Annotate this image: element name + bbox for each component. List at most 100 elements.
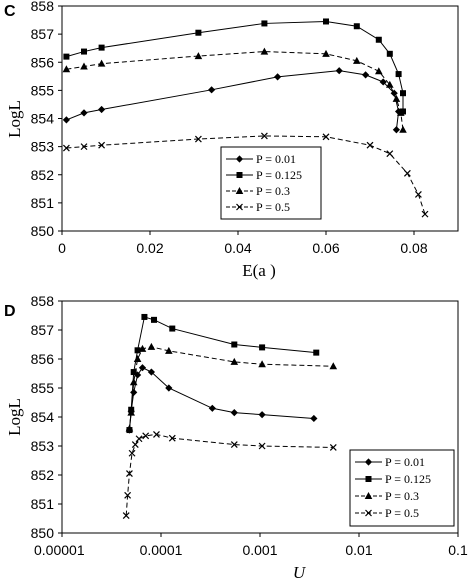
x-stroke bbox=[131, 441, 139, 448]
data-point-square bbox=[195, 29, 202, 36]
data-point-diamond bbox=[62, 116, 70, 124]
x-tick-label: 0.01 bbox=[345, 542, 372, 558]
series-line bbox=[125, 433, 334, 516]
series-p-0-5 bbox=[62, 132, 429, 218]
x-stroke bbox=[386, 150, 394, 158]
x-tick-label: 0.06 bbox=[312, 240, 339, 256]
data-point-x bbox=[421, 210, 429, 218]
data-point-x bbox=[168, 434, 176, 442]
data-point-triangle bbox=[194, 52, 203, 60]
data-point-diamond bbox=[80, 109, 88, 117]
x-stroke bbox=[126, 470, 133, 477]
data-point-x bbox=[230, 441, 238, 448]
x-stroke bbox=[168, 434, 176, 442]
x-tick-label: 0.0001 bbox=[140, 542, 183, 558]
data-point-x bbox=[258, 442, 266, 450]
x-tick-label: 0.1 bbox=[448, 542, 468, 558]
series-line bbox=[128, 316, 317, 431]
legend-label: P = 0.01 bbox=[256, 152, 296, 166]
data-point-x bbox=[98, 141, 106, 149]
y-tick-label: 856 bbox=[31, 54, 55, 70]
data-point-triangle bbox=[397, 108, 405, 116]
x-stroke bbox=[258, 442, 266, 450]
data-point-square bbox=[141, 313, 148, 320]
data-point-diamond bbox=[230, 409, 238, 417]
data-point-diamond bbox=[310, 414, 318, 423]
y-tick-label: 850 bbox=[31, 223, 55, 239]
data-point-x bbox=[322, 133, 330, 141]
data-point-square bbox=[375, 36, 382, 43]
legend-entry: P = 0.5 bbox=[226, 200, 290, 214]
data-point-x bbox=[414, 191, 422, 198]
data-point-square bbox=[395, 71, 402, 78]
data-point-triangle bbox=[375, 67, 383, 75]
series-p-0-01 bbox=[125, 364, 318, 434]
data-point-x bbox=[386, 150, 394, 158]
data-point-square bbox=[130, 369, 137, 376]
x-stroke bbox=[230, 441, 238, 448]
data-point-diamond bbox=[235, 155, 244, 163]
legend-entry: P = 0.3 bbox=[226, 184, 290, 198]
data-point-square bbox=[365, 476, 372, 482]
data-point-square bbox=[81, 48, 87, 55]
data-point-x bbox=[365, 509, 372, 517]
legend-entry: P = 0.5 bbox=[355, 506, 419, 520]
series-p-0-125 bbox=[126, 313, 320, 434]
data-point-square bbox=[353, 23, 360, 30]
x-tick-label: 0.02 bbox=[136, 240, 163, 256]
legend-label: P = 0.125 bbox=[385, 472, 431, 486]
x-tick-label: 0.08 bbox=[400, 240, 427, 256]
data-point-diamond bbox=[362, 71, 370, 79]
data-point-square bbox=[63, 53, 70, 60]
legend-label: P = 0.125 bbox=[256, 168, 302, 182]
data-point-x bbox=[329, 444, 337, 451]
chart-panel-d: D 850 851 852 853 854 855 856 857 858 0.00001 0.000… bbox=[4, 293, 468, 582]
data-point-triangle bbox=[392, 94, 401, 102]
x-stroke bbox=[403, 169, 411, 177]
data-point-square bbox=[134, 347, 141, 354]
y-tick-label: 857 bbox=[31, 322, 55, 338]
series-line bbox=[66, 70, 400, 130]
data-point-square bbox=[261, 20, 268, 27]
y-axis-title: LogL bbox=[5, 100, 24, 138]
data-point-triangle bbox=[97, 59, 106, 67]
x-stroke bbox=[194, 135, 202, 143]
data-point-triangle bbox=[133, 355, 142, 362]
x-tick-label: 0.001 bbox=[242, 542, 277, 558]
chart-panel-c: C 850 851 852 853 854 855 856 857 858 0 0.02 0.04 0.0… bbox=[4, 0, 459, 280]
data-point-diamond bbox=[147, 368, 156, 376]
data-point-diamond bbox=[274, 73, 282, 81]
data-point-diamond bbox=[133, 371, 142, 379]
data-point-triangle bbox=[386, 80, 394, 88]
x-axis-title: E(a ) bbox=[242, 261, 276, 280]
data-point-x bbox=[153, 430, 160, 438]
x-tick-label: 0.04 bbox=[224, 240, 251, 256]
series-p-0-01 bbox=[62, 67, 403, 134]
data-point-x bbox=[62, 144, 70, 152]
data-point-diamond bbox=[258, 411, 266, 419]
x-stroke bbox=[80, 143, 88, 151]
x-axis-title: U bbox=[293, 563, 307, 582]
data-point-triangle bbox=[138, 344, 147, 352]
legend: P = 0.01 P = 0.125 P = 0.3 P = 0.5 bbox=[220, 146, 322, 220]
data-point-square bbox=[313, 349, 320, 356]
legend-entry: P = 0.01 bbox=[226, 152, 296, 166]
y-tick-label: 853 bbox=[31, 438, 55, 454]
data-point-diamond bbox=[165, 384, 173, 392]
data-point-x bbox=[80, 143, 88, 151]
x-stroke bbox=[62, 144, 70, 152]
x-stroke bbox=[366, 141, 374, 149]
y-axis-title: LogL bbox=[5, 398, 24, 436]
data-point-triangle bbox=[258, 360, 266, 368]
y-tick-label: 858 bbox=[31, 293, 55, 309]
data-point-x bbox=[135, 435, 143, 443]
data-point-diamond bbox=[364, 458, 373, 466]
legend-label: P = 0.5 bbox=[256, 200, 290, 214]
x-stroke bbox=[153, 430, 160, 438]
legend-label: P = 0.3 bbox=[385, 489, 419, 503]
data-point-triangle bbox=[235, 187, 244, 194]
legend: P = 0.01 P = 0.125 P = 0.3 P = 0.5 bbox=[349, 449, 455, 527]
legend-label: P = 0.3 bbox=[256, 184, 290, 198]
data-point-triangle bbox=[127, 408, 135, 416]
data-point-triangle bbox=[260, 47, 269, 55]
